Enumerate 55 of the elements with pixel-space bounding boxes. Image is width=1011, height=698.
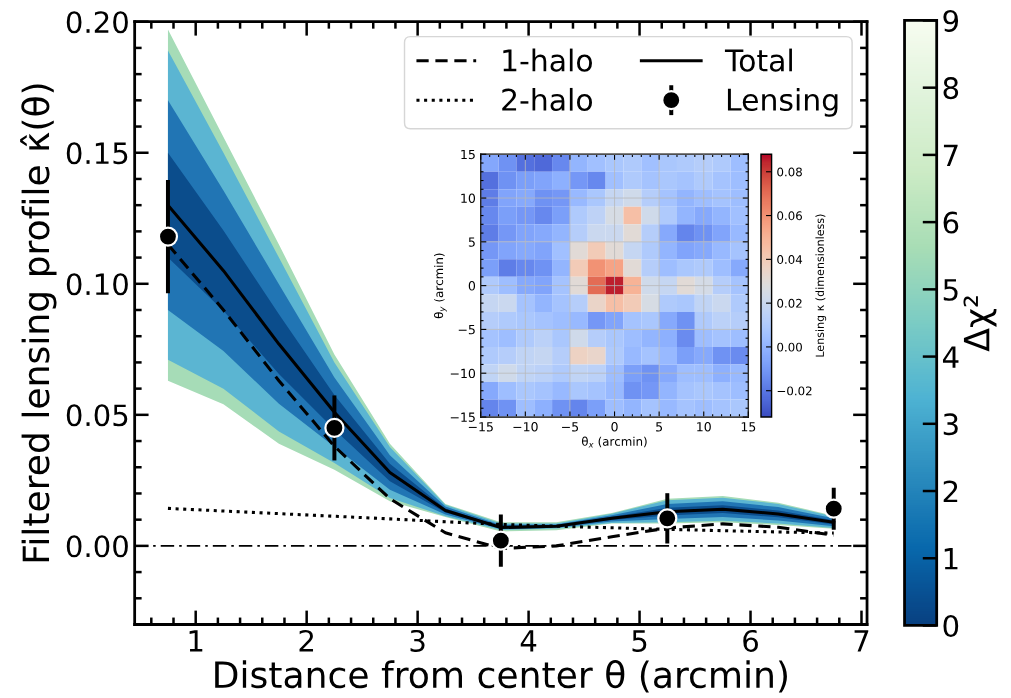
y-tick-label: 5: [468, 237, 475, 247]
x-axis-title: Distance from center θ (arcmin): [215, 660, 787, 693]
x-tick-label: 0: [611, 422, 618, 432]
x-tick-label: −5: [562, 422, 579, 432]
color-bar-label: 0.06: [777, 211, 802, 221]
color-bar-label: 1: [944, 548, 958, 570]
x-tick-label: 5: [632, 630, 647, 652]
color-bar-title: Lensing κ (dimensionless): [815, 214, 827, 357]
x-tick-label: 4: [520, 630, 537, 652]
x-tick-label: 10: [697, 422, 711, 432]
y-tick-label: 0.10: [66, 273, 128, 296]
color-bar-label: 5: [943, 279, 958, 301]
y-tick-label: 10: [461, 193, 476, 203]
y-tick-label: 15: [461, 149, 475, 160]
y-axis-title: θ$_{y}$ (arcmin): [433, 253, 447, 319]
y-axis-title: Filtered lensing profile κ̂(θ): [20, 84, 57, 562]
x-tick-label: 2: [299, 629, 314, 652]
color-bar-label: 0.00: [777, 342, 802, 352]
y-tick-label: −15: [450, 412, 475, 422]
color-bar-title: Δχ²: [963, 296, 997, 352]
color-bar-label: 0.02: [777, 298, 802, 308]
x-tick-label: 1: [189, 630, 203, 652]
point: [157, 226, 179, 247]
y-tick-label: 0.15: [66, 142, 128, 165]
legend-label: 1-halo: [503, 48, 592, 72]
y-tick-label: −10: [450, 368, 476, 379]
point: [324, 417, 345, 439]
color-bar-label: 8: [943, 77, 959, 100]
x-tick-label: 15: [741, 422, 756, 432]
color-bar-label: 6: [943, 211, 959, 234]
point: [490, 530, 511, 551]
color-bar-label: 0.08: [777, 167, 802, 177]
point: [657, 508, 678, 529]
legend-label: 2-halo: [502, 87, 592, 112]
color-bar-label: 7: [943, 144, 958, 166]
y-tick-label: 0.00: [66, 535, 128, 558]
y-tick-label: −5: [458, 325, 475, 335]
x-tick-label: 6: [743, 629, 758, 652]
y-tick-label: 0.05: [66, 404, 128, 427]
x-tick-label: 3: [410, 629, 425, 652]
x-tick-label: 5: [656, 422, 663, 432]
x-tick-label: 7: [854, 630, 869, 652]
y-tick-label: 0: [468, 281, 476, 291]
y-tick-label: 0.20: [66, 11, 128, 34]
color-bar-label: −0.02: [777, 386, 812, 396]
legend-label: Total: [724, 48, 792, 72]
color-bar-label: 9: [943, 9, 959, 32]
point: [823, 498, 844, 519]
color-bar-label: 4: [942, 346, 959, 368]
color-bar-label: 0.04: [777, 255, 803, 264]
color-bar-label: 2: [943, 480, 958, 503]
x-axis-title: θ$_{x}$ (arcmin): [581, 436, 647, 448]
legend-label: Lensing: [727, 87, 838, 117]
x-tick-label: −10: [513, 422, 538, 432]
color-bar-label: 0: [943, 614, 959, 637]
